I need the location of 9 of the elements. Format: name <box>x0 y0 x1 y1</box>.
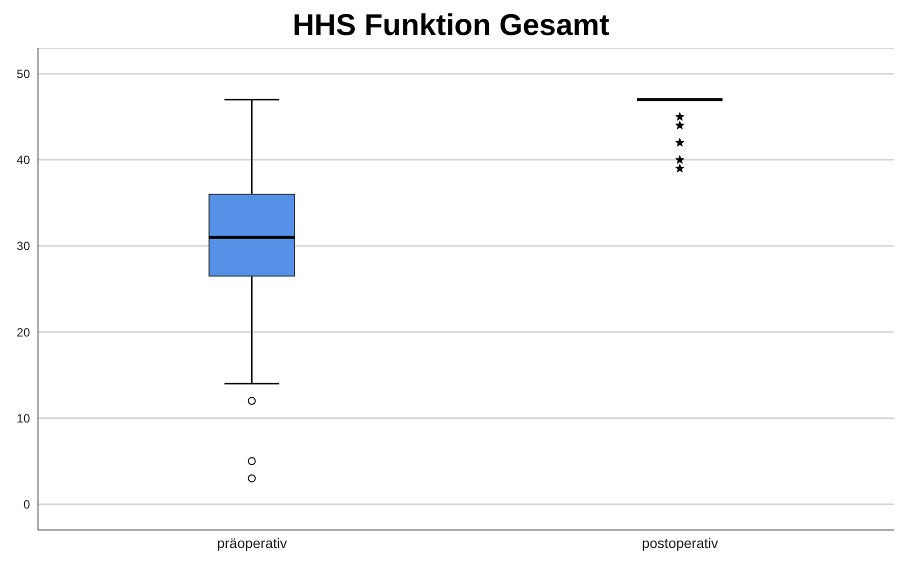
y-tick-label: 50 <box>16 67 30 82</box>
y-tick-label: 30 <box>16 239 30 254</box>
y-tick-label: 40 <box>16 153 30 168</box>
chart-title: HHS Funktion Gesamt <box>292 8 610 44</box>
y-tick-label: 10 <box>16 411 30 426</box>
y-tick-label: 20 <box>16 325 30 340</box>
y-tick-label: 0 <box>23 497 30 512</box>
x-tick-label: präoperativ <box>216 534 288 551</box>
x-tick-label: postoperativ <box>642 534 718 551</box>
